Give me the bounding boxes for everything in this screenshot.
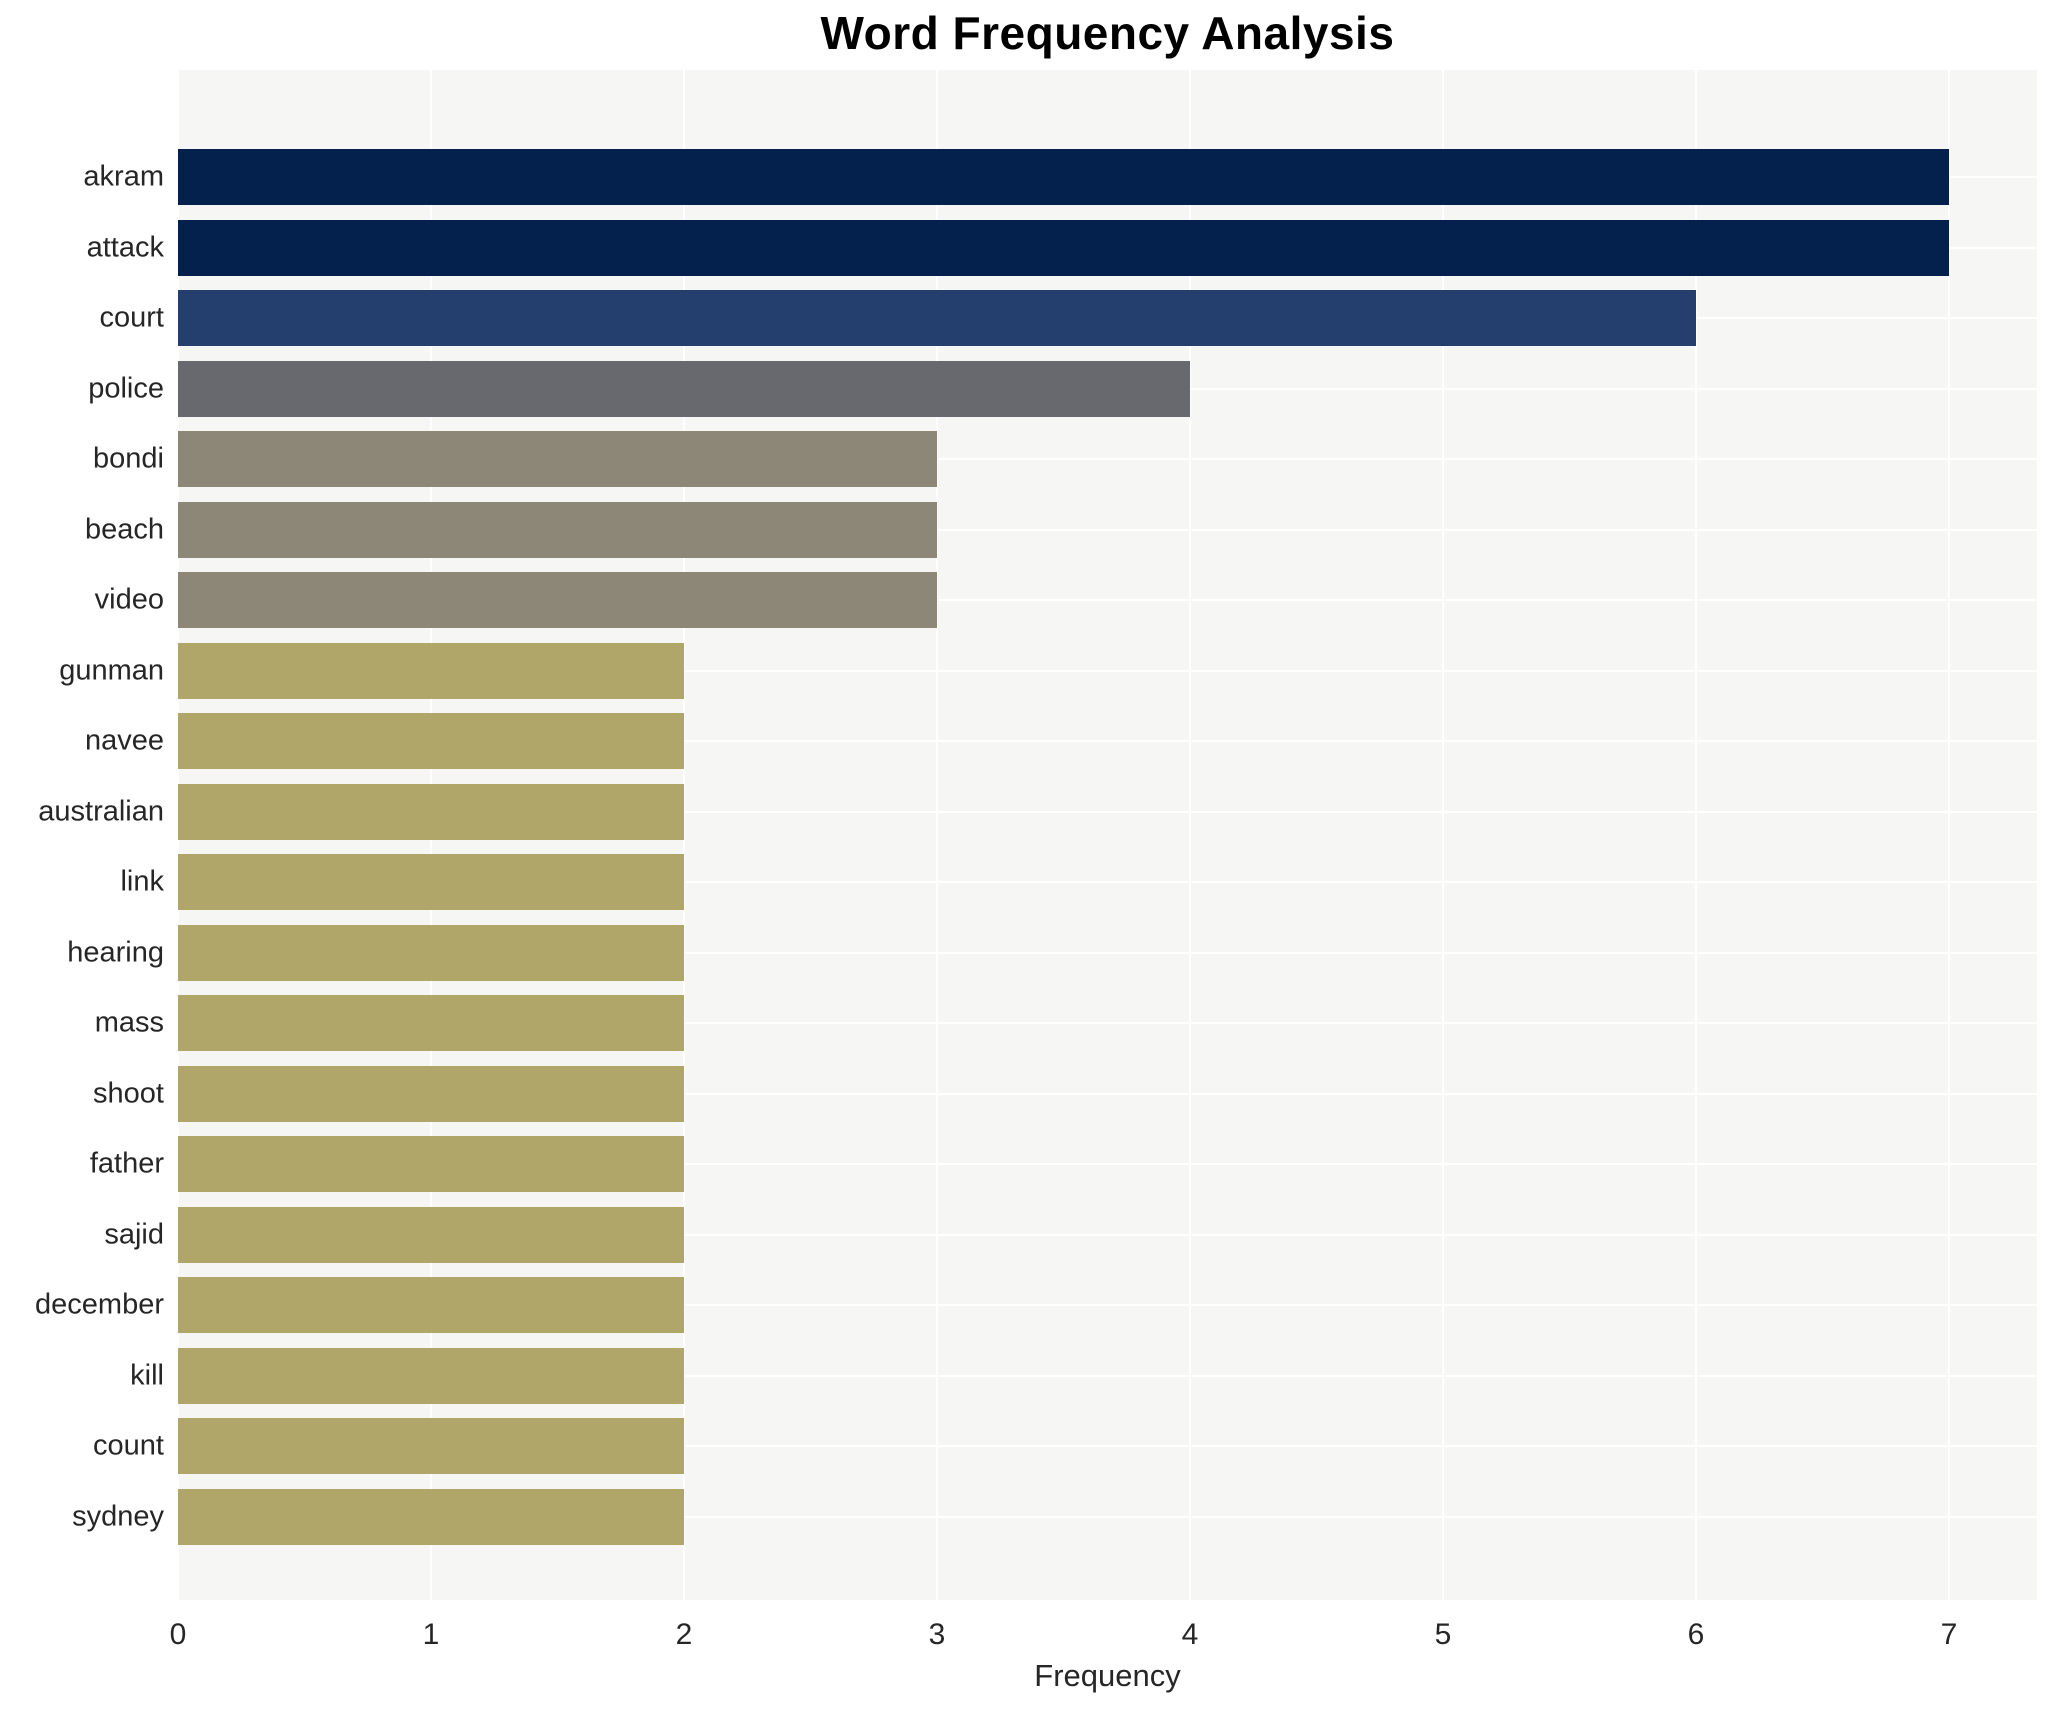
bar-video <box>178 572 937 628</box>
y-tick-label-bondi: bondi <box>93 442 164 475</box>
y-tick-label-hearing: hearing <box>67 936 164 969</box>
plot-area: akram attack court police bondi beach video gun… <box>35 70 2037 1600</box>
bar-hearing <box>178 924 684 981</box>
x-tick-label-3: 3 <box>928 1618 946 1651</box>
bar-row-december: december <box>35 1270 2037 1341</box>
y-tick-label-police: police <box>88 372 164 405</box>
bar-police <box>178 360 1190 417</box>
bar-navee <box>178 713 684 769</box>
y-gridline <box>178 1022 2037 1025</box>
bar-row-father: father <box>90 1129 2037 1200</box>
y-tick-label-navee: navee <box>84 724 164 757</box>
bar-row-akram: akram <box>83 142 2037 213</box>
y-gridline <box>178 1304 2037 1307</box>
y-gridline <box>178 1445 2037 1448</box>
bar-count <box>178 1418 684 1474</box>
y-tick-label-sydney: sydney <box>72 1500 164 1533</box>
x-tick-label-0: 0 <box>169 1618 187 1651</box>
y-tick-label-beach: beach <box>84 513 164 546</box>
x-tick-label-6: 6 <box>1687 1618 1705 1651</box>
bar-beach <box>178 501 937 558</box>
x-tick-label-5: 5 <box>1434 1618 1452 1651</box>
bar-court <box>178 290 1696 346</box>
bar-link <box>178 854 684 910</box>
bar-row-sajid: sajid <box>104 1200 2037 1271</box>
y-gridline <box>178 1374 2037 1377</box>
x-axis-label: Frequency <box>1034 1658 1181 1693</box>
bar-row-gunman: gunman <box>59 636 2037 707</box>
y-tick-label-father: father <box>89 1147 164 1180</box>
bar-sajid <box>178 1206 684 1263</box>
y-gridline <box>178 1233 2037 1236</box>
y-tick-label-count: count <box>93 1429 164 1462</box>
x-gridline-6 <box>1695 70 1697 1600</box>
bar-attack <box>178 219 1949 276</box>
x-gridline-4 <box>1189 70 1191 1600</box>
bar-row-police: police <box>88 354 2037 425</box>
bar-row-attack: attack <box>87 213 2037 284</box>
bar-sydney <box>178 1488 684 1545</box>
bar-mass <box>178 995 684 1051</box>
y-tick-label-shoot: shoot <box>93 1077 164 1110</box>
bar-row-shoot: shoot <box>93 1059 2037 1130</box>
y-gridline <box>178 669 2037 672</box>
y-tick-label-akram: akram <box>83 160 164 193</box>
y-tick-label-sajid: sajid <box>104 1218 164 1251</box>
bar-row-hearing: hearing <box>67 918 2037 989</box>
bar-row-navee: navee <box>85 706 2037 777</box>
y-gridline <box>178 1515 2037 1518</box>
x-gridline-7 <box>1948 70 1950 1600</box>
y-tick-label-australian: australian <box>38 795 164 828</box>
x-tick-label-7: 7 <box>1940 1618 1958 1651</box>
x-gridline-5 <box>1442 70 1444 1600</box>
y-tick-label-kill: kill <box>130 1359 164 1392</box>
bar-gunman <box>178 642 684 699</box>
bar-row-beach: beach <box>85 495 2037 566</box>
bar-akram <box>178 149 1949 205</box>
bar-australian <box>178 783 684 840</box>
x-tick-label-1: 1 <box>422 1618 440 1651</box>
bar-rows: akram attack court police bondi beach video gun… <box>35 142 2037 1553</box>
x-gridline-3 <box>936 70 938 1600</box>
y-tick-label-attack: attack <box>86 231 164 264</box>
x-gridline-2 <box>683 70 685 1600</box>
bar-row-mass: mass <box>95 988 2037 1059</box>
bar-row-bondi: bondi <box>93 424 2037 495</box>
bar-row-count: count <box>93 1411 2037 1482</box>
bar-row-video: video <box>95 565 2037 636</box>
y-tick-label-court: court <box>99 301 164 334</box>
bar-row-sydney: sydney <box>72 1482 2037 1553</box>
y-tick-label-link: link <box>120 865 164 898</box>
y-gridline <box>178 881 2037 884</box>
bar-bondi <box>178 431 937 487</box>
y-tick-label-gunman: gunman <box>59 654 164 687</box>
bar-father <box>178 1136 684 1192</box>
y-tick-label-video: video <box>94 583 164 616</box>
y-tick-label-mass: mass <box>94 1006 164 1039</box>
y-gridline <box>178 1163 2037 1166</box>
y-gridline <box>178 599 2037 602</box>
y-gridline <box>178 951 2037 954</box>
y-gridline <box>178 528 2037 531</box>
bar-row-court: court <box>100 283 2037 354</box>
y-gridline <box>178 810 2037 813</box>
bar-kill <box>178 1347 684 1404</box>
chart-title: Word Frequency Analysis <box>820 7 1395 59</box>
bar-row-australian: australian <box>38 777 2037 848</box>
y-gridline <box>178 740 2037 743</box>
bar-shoot <box>178 1065 684 1122</box>
x-tick-label-4: 4 <box>1181 1618 1199 1651</box>
y-gridline <box>178 458 2037 461</box>
bar-row-kill: kill <box>130 1341 2037 1412</box>
y-gridline <box>178 1092 2037 1095</box>
x-tick-label-2: 2 <box>675 1618 693 1651</box>
bar-december <box>178 1277 684 1333</box>
y-tick-label-december: december <box>35 1288 164 1321</box>
bar-row-link: link <box>120 847 2037 918</box>
